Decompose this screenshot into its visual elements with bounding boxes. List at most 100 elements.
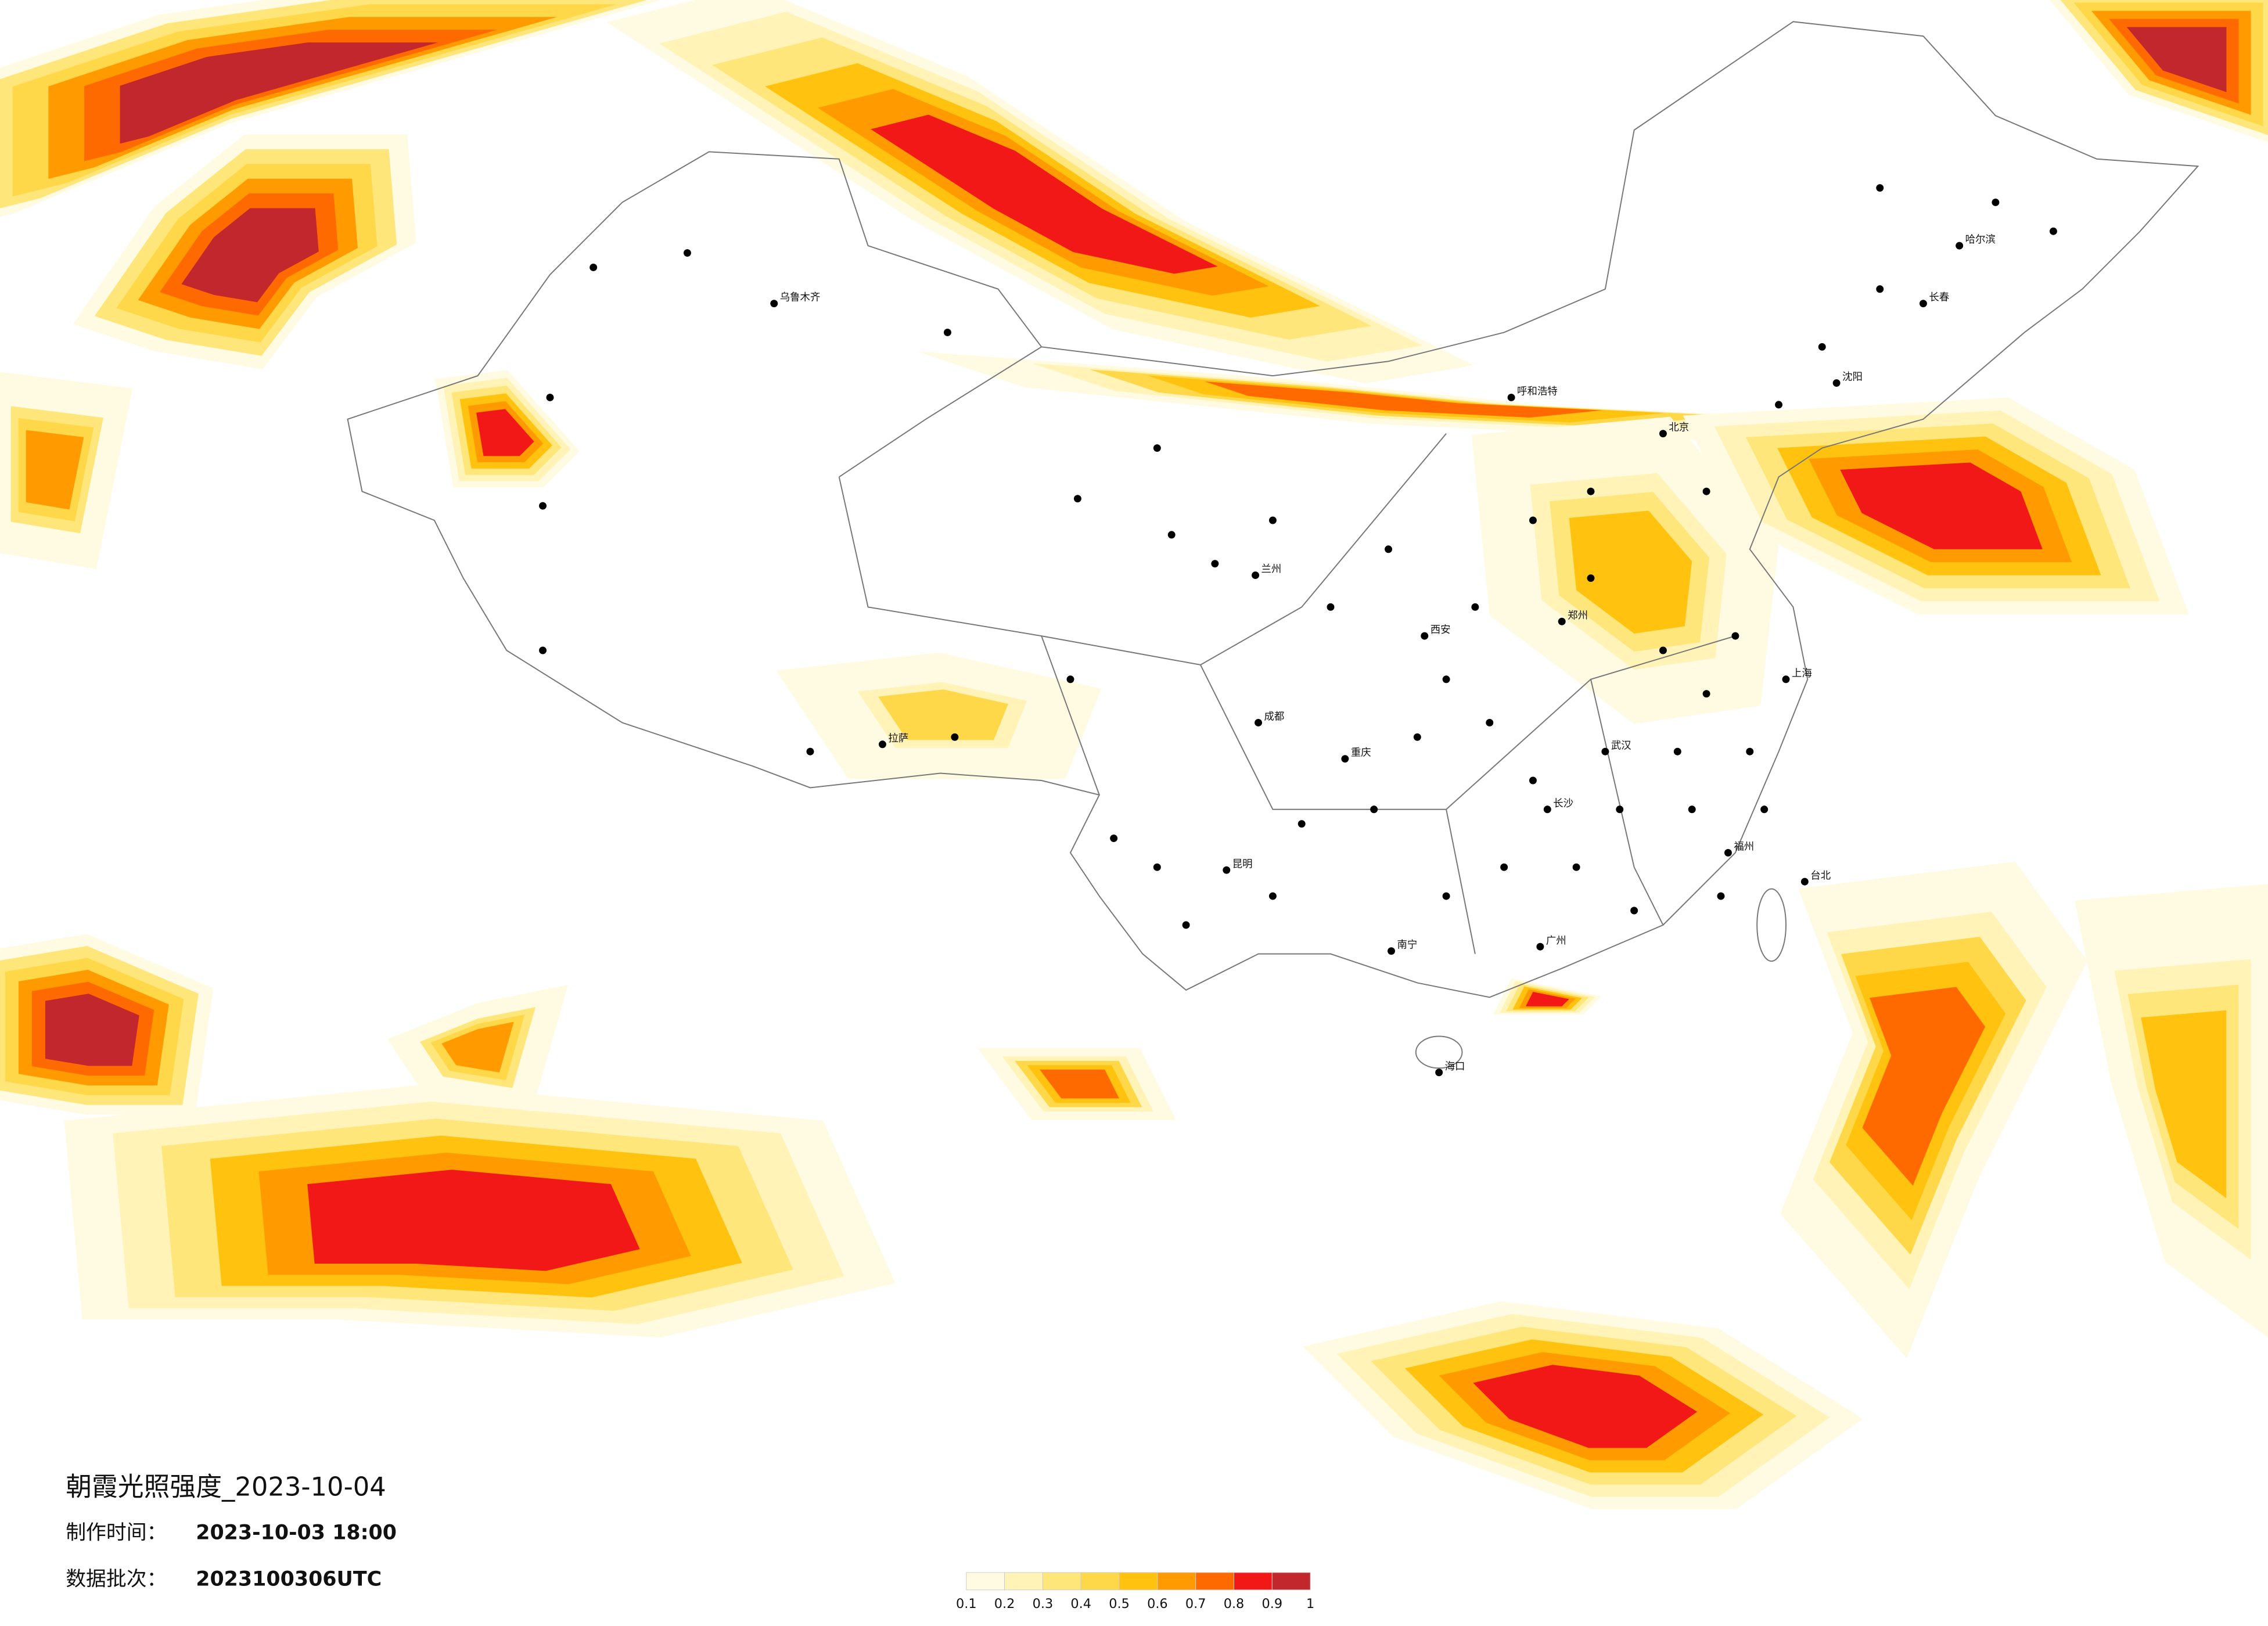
city-dot (1442, 892, 1450, 900)
hainan (1415, 1035, 1463, 1069)
city-dot (806, 747, 814, 756)
city-label: 北京 (1669, 422, 1689, 434)
city-label: 西安 (1430, 624, 1451, 636)
intensity-area (181, 208, 319, 303)
intensity-area (1569, 510, 1692, 634)
city-dot (1601, 747, 1609, 756)
meta-value: 2023100306UTC (196, 1567, 382, 1591)
intensity-area (1525, 992, 1569, 1006)
city-dot (1268, 892, 1277, 900)
legend-tick-label: 0.4 (1070, 1596, 1091, 1611)
intensity-area (2126, 27, 2227, 92)
legend-tick-label: 0.5 (1109, 1596, 1130, 1611)
city-dot (1388, 947, 1395, 955)
intensity-area (1862, 987, 1986, 1186)
city-dot (1435, 1069, 1443, 1077)
legend-tick-label: 0.9 (1262, 1596, 1283, 1611)
city-dot (1832, 379, 1841, 387)
city-dot (1543, 805, 1551, 814)
city-dot (1536, 942, 1544, 951)
city-dot (1659, 430, 1667, 438)
province-line (1590, 679, 1664, 926)
intensity-area (1473, 1365, 1698, 1448)
city-dot (1252, 571, 1260, 580)
intensity-area (120, 42, 438, 144)
city-dot (1471, 603, 1479, 611)
city-dot (1587, 487, 1595, 495)
legend-swatch (1042, 1572, 1081, 1591)
city-dot (539, 646, 547, 654)
city-dot (1800, 877, 1809, 886)
city-dot (1297, 820, 1306, 828)
city-dot (1876, 285, 1884, 293)
taiwan (1756, 888, 1787, 962)
city-label: 拉萨 (888, 733, 908, 744)
city-dot (1818, 343, 1826, 351)
legend-tick-label: 0.7 (1185, 1596, 1206, 1611)
city-label: 长春 (1929, 292, 1949, 304)
country-outline (347, 21, 2199, 1069)
city-dot (1529, 516, 1537, 524)
intensity-area (441, 1021, 514, 1073)
city-dot (1413, 733, 1421, 741)
legend-tick-label: 0.8 (1224, 1596, 1245, 1611)
city-dot (1223, 866, 1231, 874)
legend-swatch (1195, 1572, 1235, 1591)
intensity-area (2141, 1010, 2227, 1199)
city-dot (1073, 495, 1081, 503)
intensity-area (1840, 462, 2043, 549)
legend: 0.1 0.2 0.3 0.4 0.5 0.6 0.7 0.8 0.9 1 (956, 1572, 1314, 1611)
city-dot (2049, 227, 2057, 235)
city-dot (1066, 675, 1074, 684)
city-label: 沈阳 (1842, 372, 1863, 383)
city-dot (1702, 690, 1710, 698)
city-dot (1956, 242, 1964, 250)
city-dot (683, 249, 691, 257)
intensity-layer (0, 0, 2268, 1509)
intensity-area (45, 994, 139, 1066)
city-label: 乌鲁木齐 (780, 292, 821, 304)
city-dot (1211, 560, 1219, 568)
city-dot (539, 502, 547, 510)
city-dot (1782, 675, 1790, 684)
city-dot (770, 300, 778, 308)
meta-label: 数据批次： (66, 1567, 167, 1591)
city-dot (1341, 755, 1349, 763)
city-dot (590, 263, 598, 271)
city-dot (1268, 516, 1277, 524)
city-dot (1327, 603, 1335, 611)
intensity-area (1205, 381, 1602, 418)
province-line (1041, 433, 1447, 665)
city-label: 海口 (1445, 1061, 1465, 1073)
city-dot (1370, 805, 1378, 814)
city-dot (1529, 776, 1537, 785)
city-dot (1731, 632, 1739, 640)
legend-swatch (1157, 1572, 1196, 1591)
city-dot (1876, 184, 1884, 192)
city-label: 郑州 (1568, 610, 1588, 621)
city-dot (1255, 718, 1263, 726)
city-dot (1746, 747, 1754, 756)
city-dot (878, 740, 886, 749)
city-dot (1702, 487, 1710, 495)
intensity-area (307, 1170, 640, 1271)
city-dot (1992, 198, 2000, 206)
intensity-area (84, 30, 498, 161)
legend-tick-label: 1 (1306, 1596, 1314, 1611)
meta-value: 2023-10-03 18:00 (196, 1521, 397, 1545)
city-dot (546, 393, 554, 401)
city-dot (1182, 921, 1190, 929)
city-dot (1442, 675, 1450, 684)
city-label: 呼和浩特 (1517, 386, 1558, 397)
city-dot (1167, 531, 1176, 539)
city-dot (943, 328, 951, 336)
city-dot (1486, 718, 1494, 726)
legend-tick-label: 0.2 (994, 1596, 1015, 1611)
legend-swatch (966, 1572, 1005, 1591)
city-dot (1572, 863, 1580, 871)
intensity-area (26, 430, 84, 510)
city-dot (1153, 863, 1161, 871)
city-label: 长沙 (1553, 798, 1573, 810)
city-label: 福州 (1734, 841, 1754, 852)
